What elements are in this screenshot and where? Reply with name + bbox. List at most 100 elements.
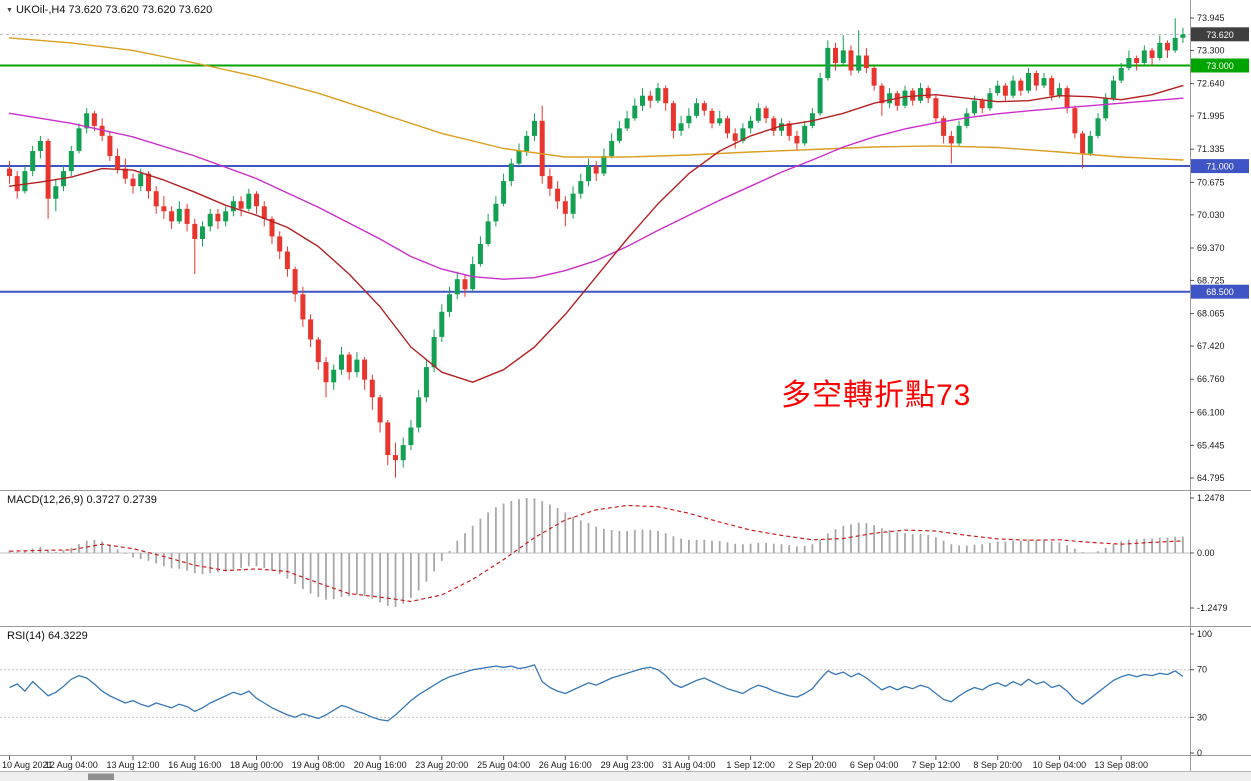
rsi-tick-label: 70 xyxy=(1197,665,1207,675)
candle-body xyxy=(524,135,530,151)
candle-body xyxy=(200,226,205,239)
price-tick-label: 71.335 xyxy=(1197,144,1225,154)
candlestick-series xyxy=(7,18,1186,478)
candle-body xyxy=(771,118,777,131)
rsi-indicator-label: RSI(14) 64.3229 xyxy=(7,630,88,642)
candle-body xyxy=(593,166,599,174)
candle-body xyxy=(462,279,468,290)
candle-body xyxy=(578,181,584,194)
candle-body xyxy=(817,78,823,114)
candle-body xyxy=(755,108,761,121)
candle-body xyxy=(30,151,36,172)
level-badge-68.500 xyxy=(1191,284,1249,299)
price-axis-ticks: 73.945 73.300 72.640 71.995 71.335 70.675 70.0… xyxy=(1190,13,1225,483)
time-axis-label: 10 Aug 2021 xyxy=(2,760,53,770)
candle-body xyxy=(995,85,1001,94)
candle-body xyxy=(763,108,769,119)
candle-body xyxy=(539,120,545,177)
macd-name: MACD(12,26,9) xyxy=(7,494,84,506)
time-axis-label: 10 Sep 04:00 xyxy=(1033,760,1087,770)
price-tick-label: 68.725 xyxy=(1197,275,1225,285)
candle-body xyxy=(508,163,514,182)
time-axis-label: 8 Sep 20:00 xyxy=(973,760,1022,770)
candle-body xyxy=(308,319,314,340)
candle-body xyxy=(686,115,692,124)
candle-body xyxy=(1002,85,1008,96)
candle-body xyxy=(1087,135,1093,154)
price-tick-label: 73.300 xyxy=(1197,45,1225,55)
candle-body xyxy=(918,88,923,101)
candle-body xyxy=(1033,73,1039,86)
price-tick-label: 69.370 xyxy=(1197,243,1225,253)
candle-body xyxy=(1018,80,1024,91)
candle-body xyxy=(1149,50,1155,58)
ma-fast-red xyxy=(8,84,1184,383)
candle-body xyxy=(894,93,900,106)
time-axis-label: 13 Aug 12:00 xyxy=(106,760,159,770)
candle-body xyxy=(601,156,607,174)
candle-body xyxy=(423,367,429,398)
candle-body xyxy=(485,221,491,244)
candle-body xyxy=(802,125,808,144)
candle-body xyxy=(269,218,275,237)
candle-body xyxy=(701,103,707,111)
candle-body xyxy=(948,135,954,144)
candle-body xyxy=(717,118,723,124)
time-axis-label: 13 Sep 08:00 xyxy=(1094,760,1148,770)
candle-body xyxy=(863,55,869,69)
h-scrollbar-track[interactable] xyxy=(0,772,1251,781)
price-tick-label: 70.675 xyxy=(1197,177,1225,187)
candle-body xyxy=(230,201,236,212)
candle-body xyxy=(732,133,738,141)
candle-body xyxy=(346,354,352,373)
candle-body xyxy=(887,93,893,104)
rsi-name: RSI(14) xyxy=(7,630,45,642)
candle-body xyxy=(663,88,669,104)
macd-tick-label: 1.2478 xyxy=(1197,493,1225,503)
h-scrollbar-thumb[interactable] xyxy=(88,773,114,781)
candle-body xyxy=(431,337,437,368)
candle-body xyxy=(323,362,329,383)
candle-body xyxy=(493,203,499,222)
candle-body xyxy=(362,359,368,380)
candle-body xyxy=(786,123,792,136)
macd-tick-label: -1.2479 xyxy=(1197,603,1228,613)
candle-body xyxy=(45,140,51,199)
candle-body xyxy=(1172,37,1178,51)
chart-header: ▼ UKOil-,H4 73.620 73.620 73.620 73.620 xyxy=(6,4,212,16)
candle-body xyxy=(169,211,175,222)
candle-body xyxy=(277,236,283,252)
candle-body xyxy=(555,188,561,202)
symbol-dropdown-icon[interactable]: ▼ xyxy=(6,7,13,14)
candle-body xyxy=(369,379,375,398)
ohlc-values: 73.620 73.620 73.620 73.620 xyxy=(68,4,213,16)
candle-body xyxy=(1157,42,1163,58)
candle-body xyxy=(1064,88,1070,109)
candle-body xyxy=(284,251,290,270)
candle-body xyxy=(694,103,700,116)
candle-body xyxy=(632,105,638,119)
candle-body xyxy=(91,113,97,126)
time-axis-label: 1 Sep 12:00 xyxy=(726,760,775,770)
current-price-badge xyxy=(1191,27,1249,42)
candle-body xyxy=(1041,78,1047,86)
candle-body xyxy=(972,100,977,114)
candle-body xyxy=(14,176,20,192)
candle-body xyxy=(1080,133,1086,154)
candle-body xyxy=(1026,73,1031,91)
candle-body xyxy=(130,178,136,187)
candle-body xyxy=(925,88,931,99)
candle-body xyxy=(477,244,483,265)
level-badge-71.000-label: 71.000 xyxy=(1206,162,1234,172)
candle-body xyxy=(794,135,800,144)
candle-body xyxy=(586,166,591,182)
moving-averages xyxy=(8,37,1184,383)
candle-body xyxy=(871,68,877,86)
candle-body xyxy=(300,294,306,320)
candle-body xyxy=(393,455,398,461)
candle-body xyxy=(354,359,360,373)
candle-body xyxy=(725,118,730,134)
